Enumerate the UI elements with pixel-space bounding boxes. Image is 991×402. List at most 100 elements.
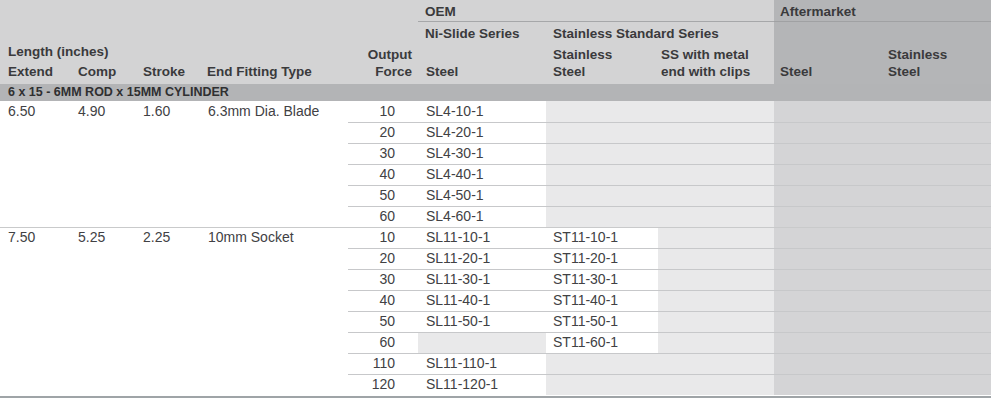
aftermarket-steel-part-number [774,101,884,122]
extend-value [8,290,75,311]
output-force-value: 10 [348,101,418,122]
end-fitting-type-value [205,311,348,332]
oem-ss-with-clips-part-number [658,248,774,269]
row-left-margin [0,248,8,269]
oem-ss-with-clips-part-number [658,122,774,143]
oem-stainless-steel-part-number [546,374,658,395]
aftermarket-stainless-steel-part-number [884,206,991,227]
row-left-margin [0,164,8,185]
aftermarket-stainless-steel-part-number [884,353,991,374]
row-left-margin [0,353,8,374]
output-force-value: 20 [348,122,418,143]
aftermarket-section-underline [774,21,991,22]
extend-value [8,353,75,374]
row-left-margin [0,185,8,206]
aftermarket-stainless-steel-part-number [884,101,991,122]
aftermarket-steel-part-number [774,290,884,311]
table-row: 30 SL11-30-1 ST11-30-1 [0,269,991,290]
oem-section-label: OEM [425,3,456,20]
row-left-margin [0,290,8,311]
row-left-margin [0,311,8,332]
stroke-value [140,290,205,311]
comp-value [75,143,140,164]
column-header-output-force: Output Force [348,46,412,80]
end-fitting-type-value [205,269,348,290]
aftermarket-steel-part-number [774,122,884,143]
stroke-value [140,122,205,143]
aftermarket-steel-part-number [774,143,884,164]
oem-steel-part-number: SL11-120-1 [418,374,546,395]
oem-ss-with-clips-part-number [658,311,774,332]
comp-value [75,311,140,332]
column-header-oem-stainless-steel: Stainless Steel [553,46,612,80]
extend-value [8,143,75,164]
table-row: 110 SL11-110-1 [0,353,991,374]
end-fitting-type-value [205,164,348,185]
output-force-value: 30 [348,269,418,290]
aftermarket-steel-part-number [774,311,884,332]
section-band-label: 6 x 15 - 6MM ROD x 15MM CYLINDER [0,85,229,99]
oem-stainless-steel-part-number [546,164,658,185]
oem-ss-with-clips-part-number [658,227,774,248]
oem-ss-with-clips-part-number [658,101,774,122]
end-fitting-type-value [205,185,348,206]
comp-value [75,164,140,185]
section-band: 6 x 15 - 6MM ROD x 15MM CYLINDER [0,84,991,101]
stroke-value: 2.25 [140,227,205,248]
extend-value [8,122,75,143]
aftermarket-stainless-steel-part-number [884,290,991,311]
end-fitting-type-value: 6.3mm Dia. Blade [205,101,348,122]
comp-value: 5.25 [75,227,140,248]
oem-steel-part-number: SL4-40-1 [418,164,546,185]
table-row: 40 SL11-40-1 ST11-40-1 [0,290,991,311]
end-fitting-type-value [205,122,348,143]
oem-ss-with-clips-part-number [658,185,774,206]
oem-stainless-steel-part-number [546,353,658,374]
extend-value [8,269,75,290]
oem-steel-part-number: SL11-40-1 [418,290,546,311]
oem-steel-part-number: SL11-10-1 [418,227,546,248]
oem-steel-part-number: SL11-20-1 [418,248,546,269]
end-fitting-type-value [205,332,348,353]
output-force-value: 40 [348,164,418,185]
oem-stainless-steel-part-number [546,122,658,143]
oem-stainless-steel-part-number [546,185,658,206]
oem-steel-part-number: SL11-50-1 [418,311,546,332]
extend-value [8,374,75,395]
extend-value: 6.50 [8,101,75,122]
stroke-value [140,206,205,227]
stroke-value [140,185,205,206]
table-row: 20 SL11-20-1 ST11-20-1 [0,248,991,269]
aftermarket-steel-part-number [774,206,884,227]
output-force-value: 30 [348,143,418,164]
stroke-value [140,353,205,374]
aftermarket-steel-part-number [774,227,884,248]
aftermarket-stainless-steel-part-number [884,269,991,290]
oem-stainless-steel-part-number: ST11-60-1 [546,332,658,353]
output-force-value: 20 [348,248,418,269]
comp-value [75,185,140,206]
column-header-comp: Comp [78,63,116,80]
stroke-value [140,332,205,353]
stroke-value [140,164,205,185]
aftermarket-steel-part-number [774,248,884,269]
oem-ss-with-clips-part-number [658,353,774,374]
oem-steel-part-number [418,332,546,353]
oem-steel-part-number: SL4-30-1 [418,143,546,164]
stroke-value [140,248,205,269]
table-header: OEM Aftermarket Ni-Slide Series Stainles… [0,0,991,84]
output-force-value: 50 [348,311,418,332]
oem-stainless-steel-part-number: ST11-50-1 [546,311,658,332]
comp-value [75,122,140,143]
table-row: 30 SL4-30-1 [0,143,991,164]
oem-stainless-steel-part-number: ST11-10-1 [546,227,658,248]
aftermarket-stainless-steel-part-number [884,227,991,248]
column-header-oem-steel: Steel [426,63,458,80]
column-header-aftermarket-steel: Steel [780,63,812,80]
oem-steel-part-number: SL4-60-1 [418,206,546,227]
comp-value [75,290,140,311]
extend-value [8,332,75,353]
oem-stainless-steel-part-number [546,143,658,164]
row-left-margin [0,374,8,395]
aftermarket-stainless-steel-part-number [884,143,991,164]
